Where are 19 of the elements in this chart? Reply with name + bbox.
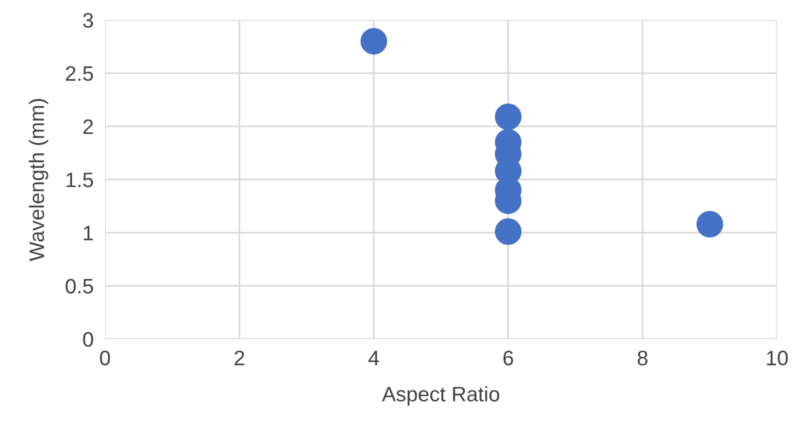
point <box>696 210 724 238</box>
point <box>494 103 522 130</box>
x-tick-label: 6 <box>503 350 514 366</box>
y-tick-label: 0 <box>83 332 94 347</box>
y-tick-label: 2 <box>83 119 93 134</box>
y-tick-label: 2.5 <box>66 66 94 81</box>
x-tick-label: 10 <box>767 350 788 366</box>
y-tick-label: 3 <box>83 13 93 28</box>
y-tick-label: 0.5 <box>66 278 94 294</box>
y-tick-label: 1.5 <box>66 172 94 188</box>
x-tick-label: 4 <box>368 350 379 366</box>
x-tick-label: 2 <box>234 350 244 366</box>
x-tick-label: 0 <box>100 350 110 366</box>
y-tick-label: 1 <box>84 226 93 240</box>
point <box>360 28 388 55</box>
x-tick-label: 8 <box>638 350 648 366</box>
point <box>494 218 522 245</box>
x-axis-title: Aspect Ratio <box>382 386 500 406</box>
y-axis-title: Wavelength (mm) <box>28 98 48 262</box>
